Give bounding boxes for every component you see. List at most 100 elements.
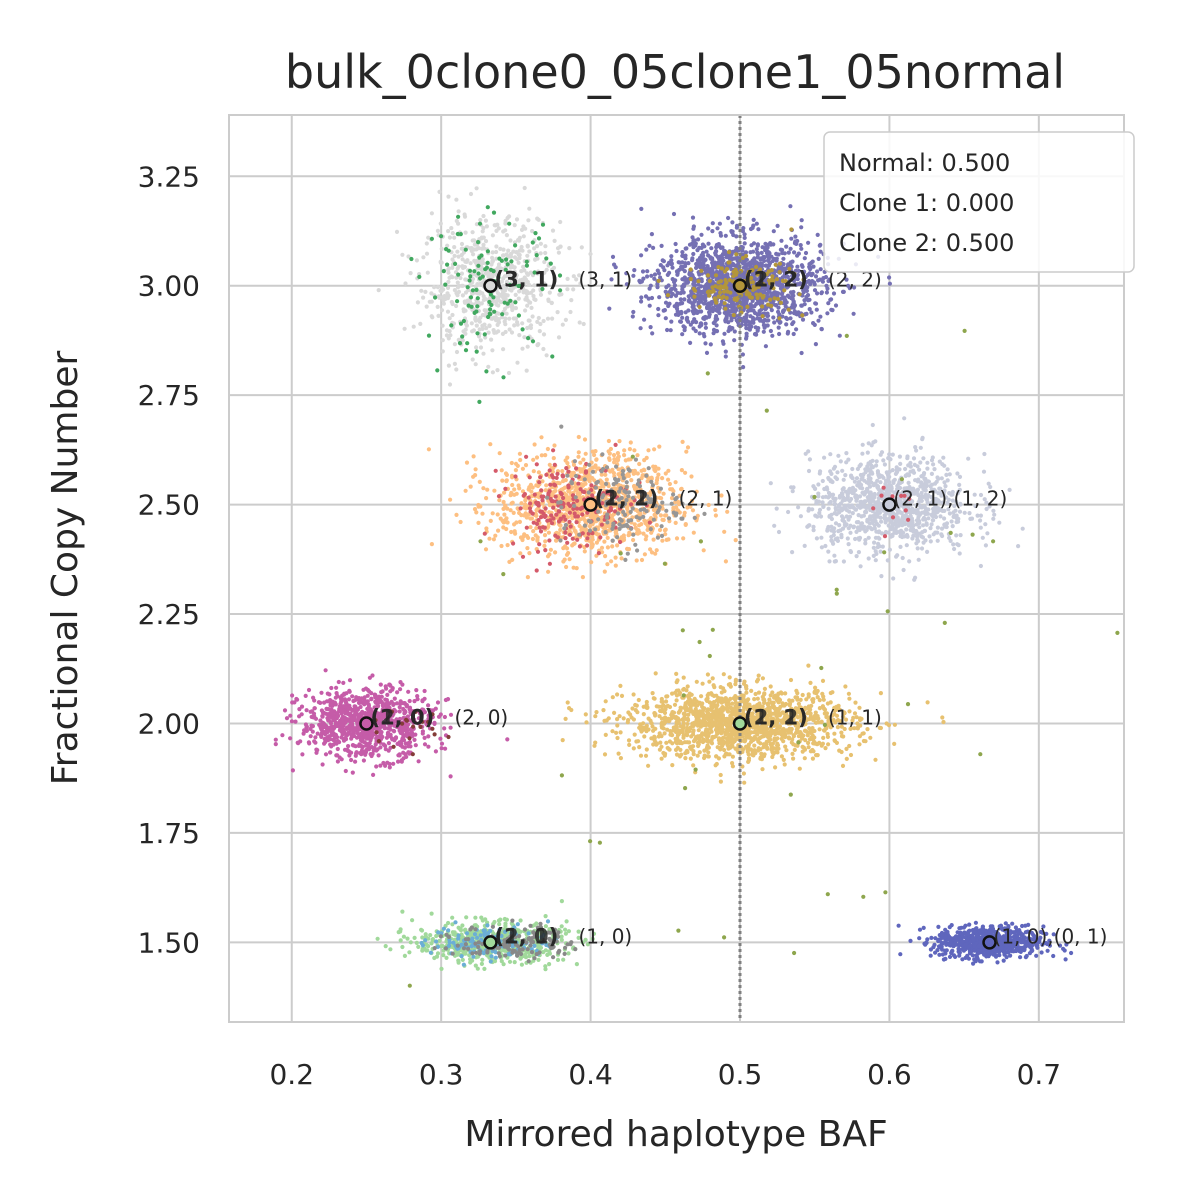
- data-point: [724, 316, 729, 321]
- data-point: [515, 463, 520, 468]
- data-point: [582, 549, 587, 554]
- data-point: [481, 242, 486, 247]
- data-point: [658, 275, 663, 280]
- data-point: [477, 479, 482, 484]
- data-point: [716, 255, 722, 260]
- data-point: [666, 516, 672, 521]
- data-point: [904, 527, 909, 532]
- data-point: [857, 494, 863, 499]
- data-point: [856, 480, 862, 485]
- data-point: [571, 274, 576, 279]
- data-point: [755, 295, 760, 301]
- data-point: [531, 293, 536, 299]
- data-point: [822, 455, 827, 460]
- data-point: [503, 486, 508, 491]
- data-point: [684, 246, 689, 251]
- data-point: [682, 297, 687, 302]
- data-point: [808, 265, 813, 270]
- data-point: [596, 551, 602, 556]
- data-point: [868, 467, 873, 472]
- data-point: [565, 540, 570, 545]
- data-point: [456, 264, 461, 269]
- data-point: [505, 274, 510, 279]
- data-point: [677, 267, 682, 272]
- data-point: [512, 277, 517, 283]
- data-point: [839, 491, 845, 496]
- data-point: [690, 215, 696, 220]
- data-point: [443, 282, 448, 287]
- data-point: [521, 234, 526, 239]
- data-point: [875, 512, 880, 517]
- data-point: [564, 507, 569, 512]
- data-point: [819, 326, 824, 332]
- data-point: [553, 488, 558, 493]
- data-point: [452, 245, 457, 250]
- data-point: [674, 248, 679, 254]
- data-point: [661, 491, 666, 496]
- data-point: [898, 510, 903, 515]
- data-point: [507, 214, 512, 219]
- data-point: [846, 490, 851, 496]
- data-point: [438, 288, 443, 293]
- data-point: [791, 331, 796, 337]
- data-point: [655, 268, 660, 273]
- data-point: [469, 304, 474, 309]
- data-point: [799, 225, 804, 230]
- data-point: [500, 291, 505, 296]
- data-point: [897, 454, 903, 459]
- data-point: [514, 250, 519, 255]
- data-point: [691, 311, 696, 316]
- data-point: [746, 319, 751, 324]
- data-point: [878, 480, 883, 485]
- data-point: [799, 263, 805, 268]
- data-point: [488, 442, 493, 447]
- data-point: [661, 308, 666, 313]
- data-point: [665, 327, 670, 333]
- data-point: [633, 542, 638, 547]
- data-point: [701, 250, 706, 255]
- data-point: [489, 262, 494, 267]
- data-point: [602, 569, 607, 574]
- data-point: [813, 342, 819, 347]
- data-point: [450, 312, 455, 318]
- data-point: [520, 327, 525, 332]
- data-point: [438, 259, 443, 264]
- data-point: [674, 306, 680, 311]
- data-point: [701, 296, 706, 301]
- data-point: [682, 269, 687, 274]
- data-point: [470, 329, 475, 334]
- data-point: [881, 458, 886, 463]
- data-point: [952, 546, 957, 552]
- data-point: [470, 357, 475, 362]
- data-point: [655, 510, 660, 515]
- data-point: [806, 468, 812, 474]
- data-point: [448, 333, 453, 338]
- data-point: [925, 466, 930, 471]
- data-point: [671, 211, 677, 217]
- data-point: [635, 548, 640, 553]
- data-point: [978, 518, 983, 523]
- data-point: [516, 260, 521, 265]
- data-point: [543, 506, 548, 511]
- data-point: [513, 468, 519, 473]
- data-point: [499, 543, 504, 549]
- data-point: [532, 246, 537, 251]
- data-point: [850, 466, 855, 472]
- data-point: [571, 565, 576, 570]
- data-point: [421, 255, 426, 260]
- data-point: [997, 520, 1002, 525]
- data-point: [551, 505, 556, 510]
- data-point: [613, 265, 618, 270]
- data-point: [685, 315, 690, 320]
- data-point: [856, 550, 862, 555]
- data-point: [788, 316, 793, 321]
- data-point: [937, 459, 942, 464]
- data-point: [660, 476, 665, 481]
- data-point: [525, 344, 530, 349]
- data-point: [615, 535, 620, 540]
- data-point: [644, 455, 649, 460]
- data-point: [470, 288, 475, 293]
- data-point: [727, 255, 732, 261]
- data-point: [543, 453, 548, 458]
- data-point: [723, 249, 728, 254]
